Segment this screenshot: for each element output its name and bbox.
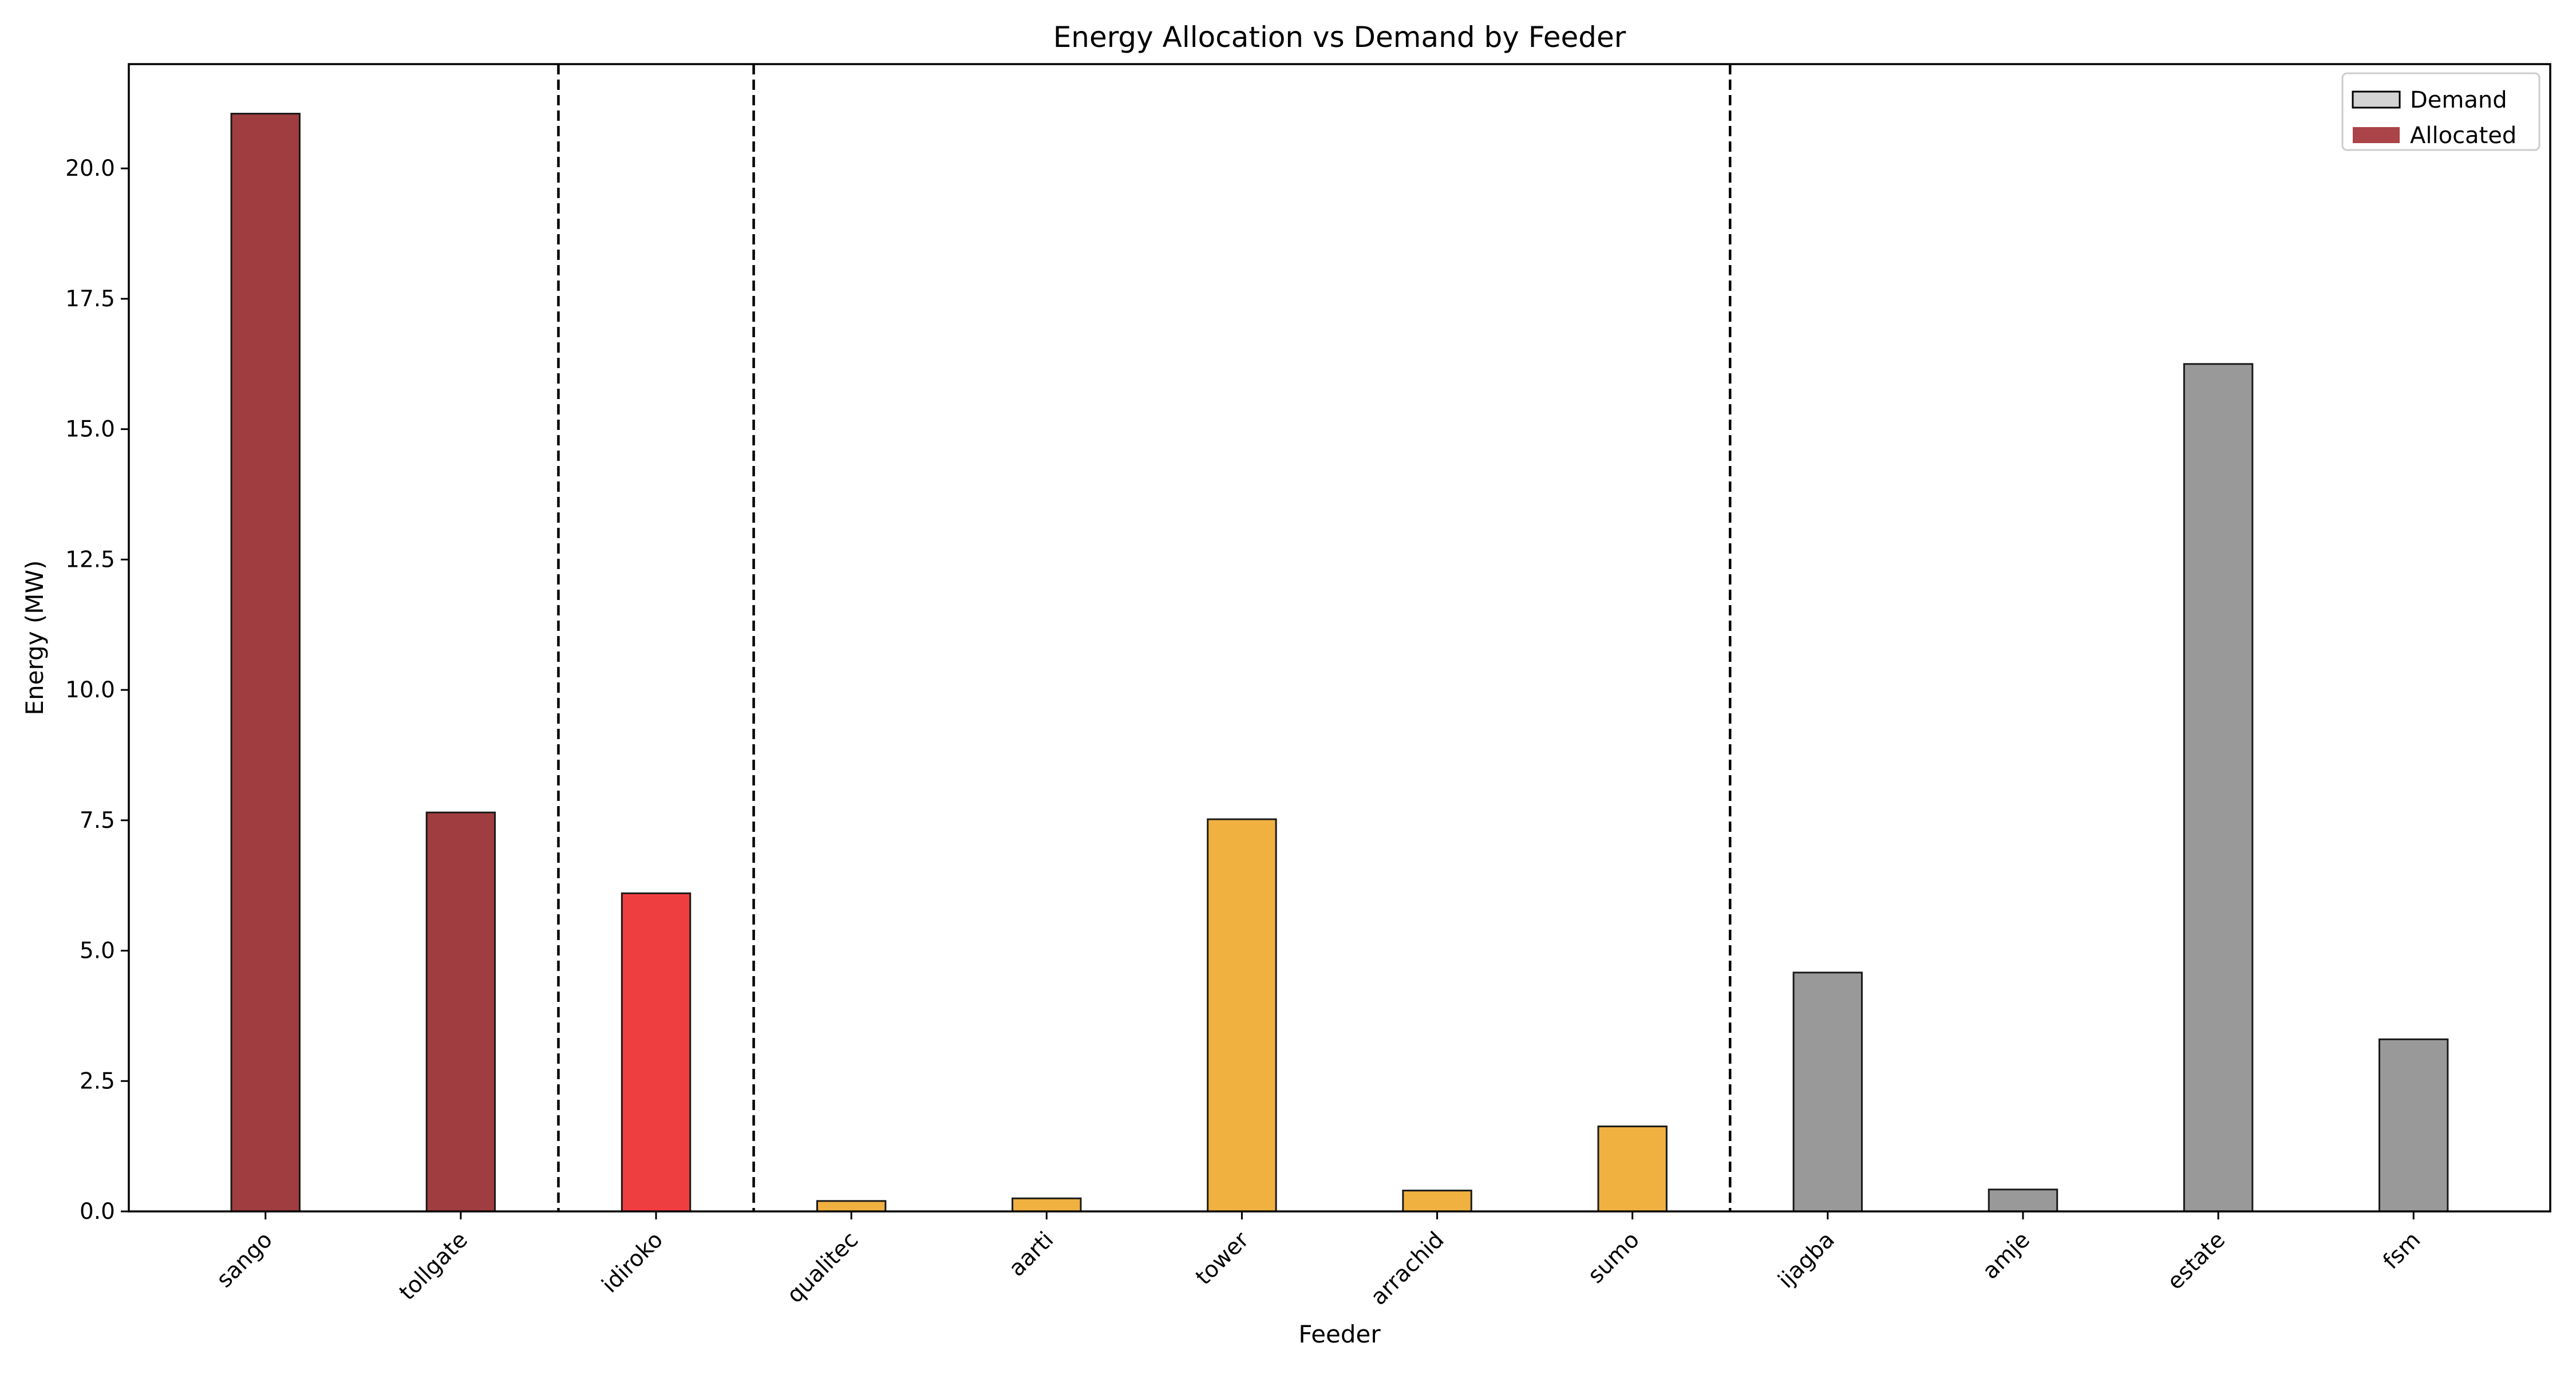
x-axis-label: Feeder xyxy=(1298,1320,1381,1348)
bar-ijagba xyxy=(1792,972,1863,1213)
plot-frame xyxy=(128,63,2551,1213)
y-tick-label: 15.0 xyxy=(65,417,115,443)
legend: Demand Allocated xyxy=(2341,72,2541,151)
y-tick-label: 20.0 xyxy=(65,156,115,181)
y-tick-label: 17.5 xyxy=(65,286,115,312)
bar-amje xyxy=(1988,1189,2059,1213)
bar-tower xyxy=(1207,818,1277,1213)
legend-swatch-allocated xyxy=(2353,127,2400,143)
bar-arrachid xyxy=(1402,1190,1472,1213)
bar-series xyxy=(230,113,2449,1213)
y-axis: 0.0 2.5 5.0 7.5 10.0 12.5 15.0 17.5 20.0 xyxy=(65,156,129,1225)
y-axis-label: Energy (MW) xyxy=(21,560,49,716)
legend-label-demand: Demand xyxy=(2410,87,2507,113)
y-tick-label: 10.0 xyxy=(65,677,115,703)
legend-label-allocated: Allocated xyxy=(2410,123,2516,149)
bar-sango xyxy=(230,113,301,1213)
y-tick-label: 5.0 xyxy=(80,938,115,964)
bar-aarti xyxy=(1012,1197,1082,1213)
y-tick-label: 0.0 xyxy=(80,1199,115,1225)
y-tick-label: 2.5 xyxy=(80,1068,115,1094)
bar-fsm xyxy=(2379,1038,2449,1213)
bar-qualitec xyxy=(816,1200,887,1213)
y-tick-label: 12.5 xyxy=(65,547,115,572)
y-tick-label: 7.5 xyxy=(80,808,115,834)
bar-tollgate xyxy=(425,811,496,1213)
bar-sumo xyxy=(1597,1126,1668,1213)
bar-estate xyxy=(2183,363,2254,1213)
legend-swatch-demand xyxy=(2352,90,2401,109)
bar-idiroko xyxy=(621,892,692,1213)
chart-title: Energy Allocation vs Demand by Feeder xyxy=(1053,21,1626,54)
group-separators xyxy=(557,64,1732,1211)
